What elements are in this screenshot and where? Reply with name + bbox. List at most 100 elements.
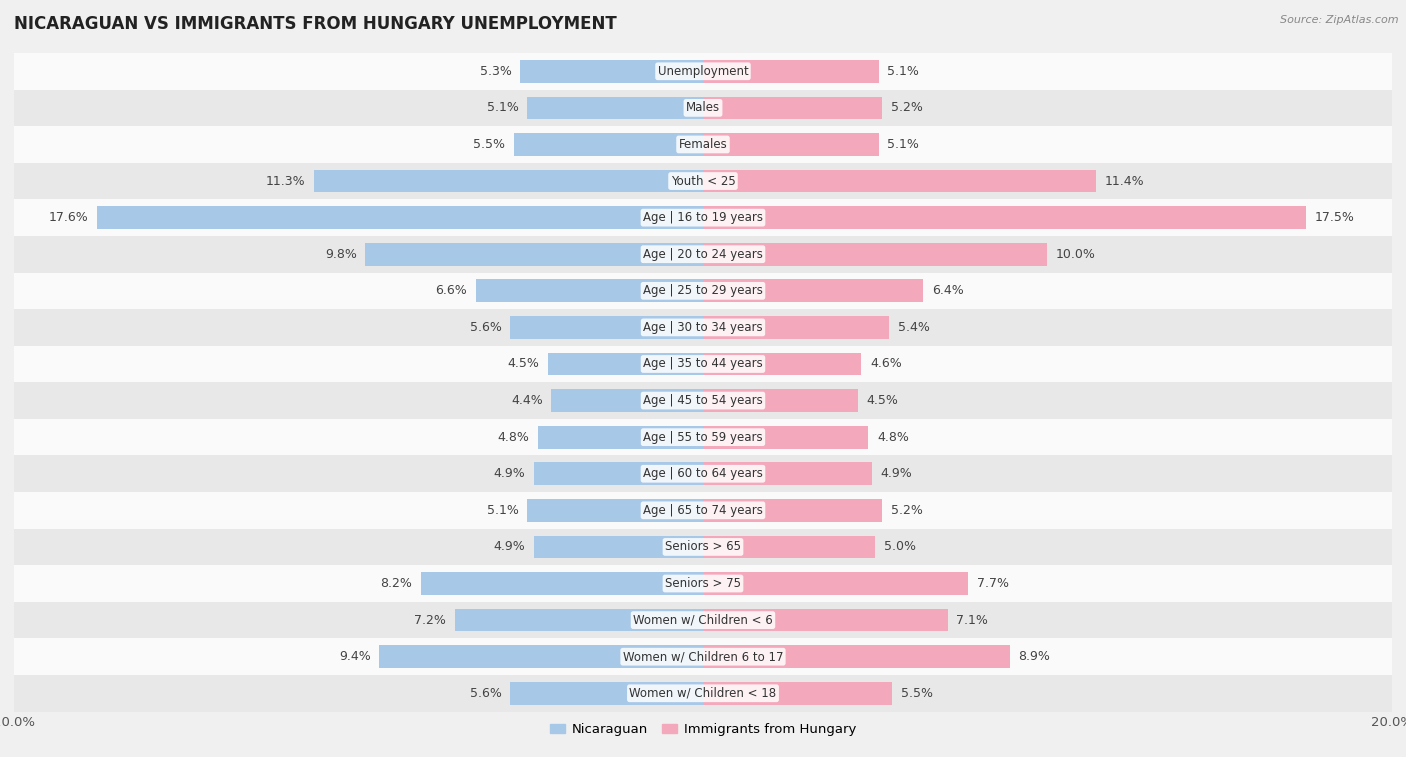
- Bar: [380, 646, 703, 668]
- Text: 4.9%: 4.9%: [880, 467, 912, 480]
- Legend: Nicaraguan, Immigrants from Hungary: Nicaraguan, Immigrants from Hungary: [544, 718, 862, 741]
- Bar: [14, 53, 1392, 89]
- Text: 5.2%: 5.2%: [891, 504, 922, 517]
- Text: 5.6%: 5.6%: [470, 687, 502, 699]
- Text: Age | 25 to 29 years: Age | 25 to 29 years: [643, 285, 763, 298]
- Bar: [527, 97, 703, 119]
- Bar: [14, 309, 1392, 346]
- Text: 7.2%: 7.2%: [415, 614, 446, 627]
- Text: Age | 60 to 64 years: Age | 60 to 64 years: [643, 467, 763, 480]
- Bar: [703, 682, 893, 705]
- Bar: [703, 463, 872, 485]
- Text: 17.6%: 17.6%: [48, 211, 89, 224]
- Bar: [703, 316, 889, 338]
- Text: 6.4%: 6.4%: [932, 285, 965, 298]
- Text: Age | 35 to 44 years: Age | 35 to 44 years: [643, 357, 763, 370]
- Text: Women w/ Children 6 to 17: Women w/ Children 6 to 17: [623, 650, 783, 663]
- Bar: [703, 170, 1095, 192]
- Text: Age | 30 to 34 years: Age | 30 to 34 years: [643, 321, 763, 334]
- Bar: [14, 382, 1392, 419]
- Bar: [14, 236, 1392, 273]
- Bar: [14, 565, 1392, 602]
- Text: Age | 65 to 74 years: Age | 65 to 74 years: [643, 504, 763, 517]
- Text: 9.8%: 9.8%: [325, 248, 357, 260]
- Bar: [14, 419, 1392, 456]
- Bar: [510, 682, 703, 705]
- Bar: [703, 353, 862, 375]
- Text: 5.5%: 5.5%: [472, 138, 505, 151]
- Bar: [551, 389, 703, 412]
- Bar: [703, 499, 882, 522]
- Text: 17.5%: 17.5%: [1315, 211, 1354, 224]
- Bar: [97, 207, 703, 229]
- Bar: [14, 602, 1392, 638]
- Text: 5.4%: 5.4%: [897, 321, 929, 334]
- Text: NICARAGUAN VS IMMIGRANTS FROM HUNGARY UNEMPLOYMENT: NICARAGUAN VS IMMIGRANTS FROM HUNGARY UN…: [14, 15, 617, 33]
- Bar: [534, 463, 703, 485]
- Text: 5.3%: 5.3%: [479, 65, 512, 78]
- Text: Seniors > 75: Seniors > 75: [665, 577, 741, 590]
- Text: 4.9%: 4.9%: [494, 540, 526, 553]
- Text: 7.1%: 7.1%: [956, 614, 988, 627]
- Bar: [14, 346, 1392, 382]
- Text: Age | 16 to 19 years: Age | 16 to 19 years: [643, 211, 763, 224]
- Bar: [520, 60, 703, 83]
- Bar: [534, 536, 703, 558]
- Text: Females: Females: [679, 138, 727, 151]
- Text: 5.1%: 5.1%: [486, 504, 519, 517]
- Bar: [14, 528, 1392, 565]
- Bar: [548, 353, 703, 375]
- Text: Source: ZipAtlas.com: Source: ZipAtlas.com: [1281, 15, 1399, 25]
- Text: 11.3%: 11.3%: [266, 175, 305, 188]
- Bar: [703, 133, 879, 156]
- Text: Women w/ Children < 18: Women w/ Children < 18: [630, 687, 776, 699]
- Text: 5.1%: 5.1%: [486, 101, 519, 114]
- Bar: [703, 426, 869, 448]
- Text: Seniors > 65: Seniors > 65: [665, 540, 741, 553]
- Bar: [14, 199, 1392, 236]
- Bar: [510, 316, 703, 338]
- Bar: [14, 126, 1392, 163]
- Text: Age | 55 to 59 years: Age | 55 to 59 years: [643, 431, 763, 444]
- Text: 4.4%: 4.4%: [510, 394, 543, 407]
- Bar: [703, 646, 1010, 668]
- Bar: [456, 609, 703, 631]
- Bar: [703, 572, 969, 595]
- Bar: [14, 675, 1392, 712]
- Text: Males: Males: [686, 101, 720, 114]
- Bar: [14, 89, 1392, 126]
- Text: 5.5%: 5.5%: [901, 687, 934, 699]
- Text: 10.0%: 10.0%: [1056, 248, 1095, 260]
- Text: 4.8%: 4.8%: [498, 431, 529, 444]
- Text: 11.4%: 11.4%: [1104, 175, 1144, 188]
- Bar: [420, 572, 703, 595]
- Text: 8.9%: 8.9%: [1018, 650, 1050, 663]
- Text: 7.7%: 7.7%: [977, 577, 1010, 590]
- Bar: [366, 243, 703, 266]
- Bar: [703, 279, 924, 302]
- Bar: [14, 273, 1392, 309]
- Text: 8.2%: 8.2%: [380, 577, 412, 590]
- Bar: [14, 456, 1392, 492]
- Text: Youth < 25: Youth < 25: [671, 175, 735, 188]
- Text: 5.1%: 5.1%: [887, 65, 920, 78]
- Bar: [703, 60, 879, 83]
- Text: 4.5%: 4.5%: [508, 357, 540, 370]
- Text: Unemployment: Unemployment: [658, 65, 748, 78]
- Bar: [703, 243, 1047, 266]
- Text: 5.6%: 5.6%: [470, 321, 502, 334]
- Bar: [513, 133, 703, 156]
- Bar: [703, 389, 858, 412]
- Bar: [14, 492, 1392, 528]
- Bar: [14, 163, 1392, 199]
- Text: Women w/ Children < 6: Women w/ Children < 6: [633, 614, 773, 627]
- Text: 4.9%: 4.9%: [494, 467, 526, 480]
- Text: 6.6%: 6.6%: [436, 285, 467, 298]
- Text: 5.0%: 5.0%: [884, 540, 915, 553]
- Bar: [703, 97, 882, 119]
- Bar: [314, 170, 703, 192]
- Text: 9.4%: 9.4%: [339, 650, 371, 663]
- Text: Age | 45 to 54 years: Age | 45 to 54 years: [643, 394, 763, 407]
- Text: Age | 20 to 24 years: Age | 20 to 24 years: [643, 248, 763, 260]
- Bar: [14, 638, 1392, 675]
